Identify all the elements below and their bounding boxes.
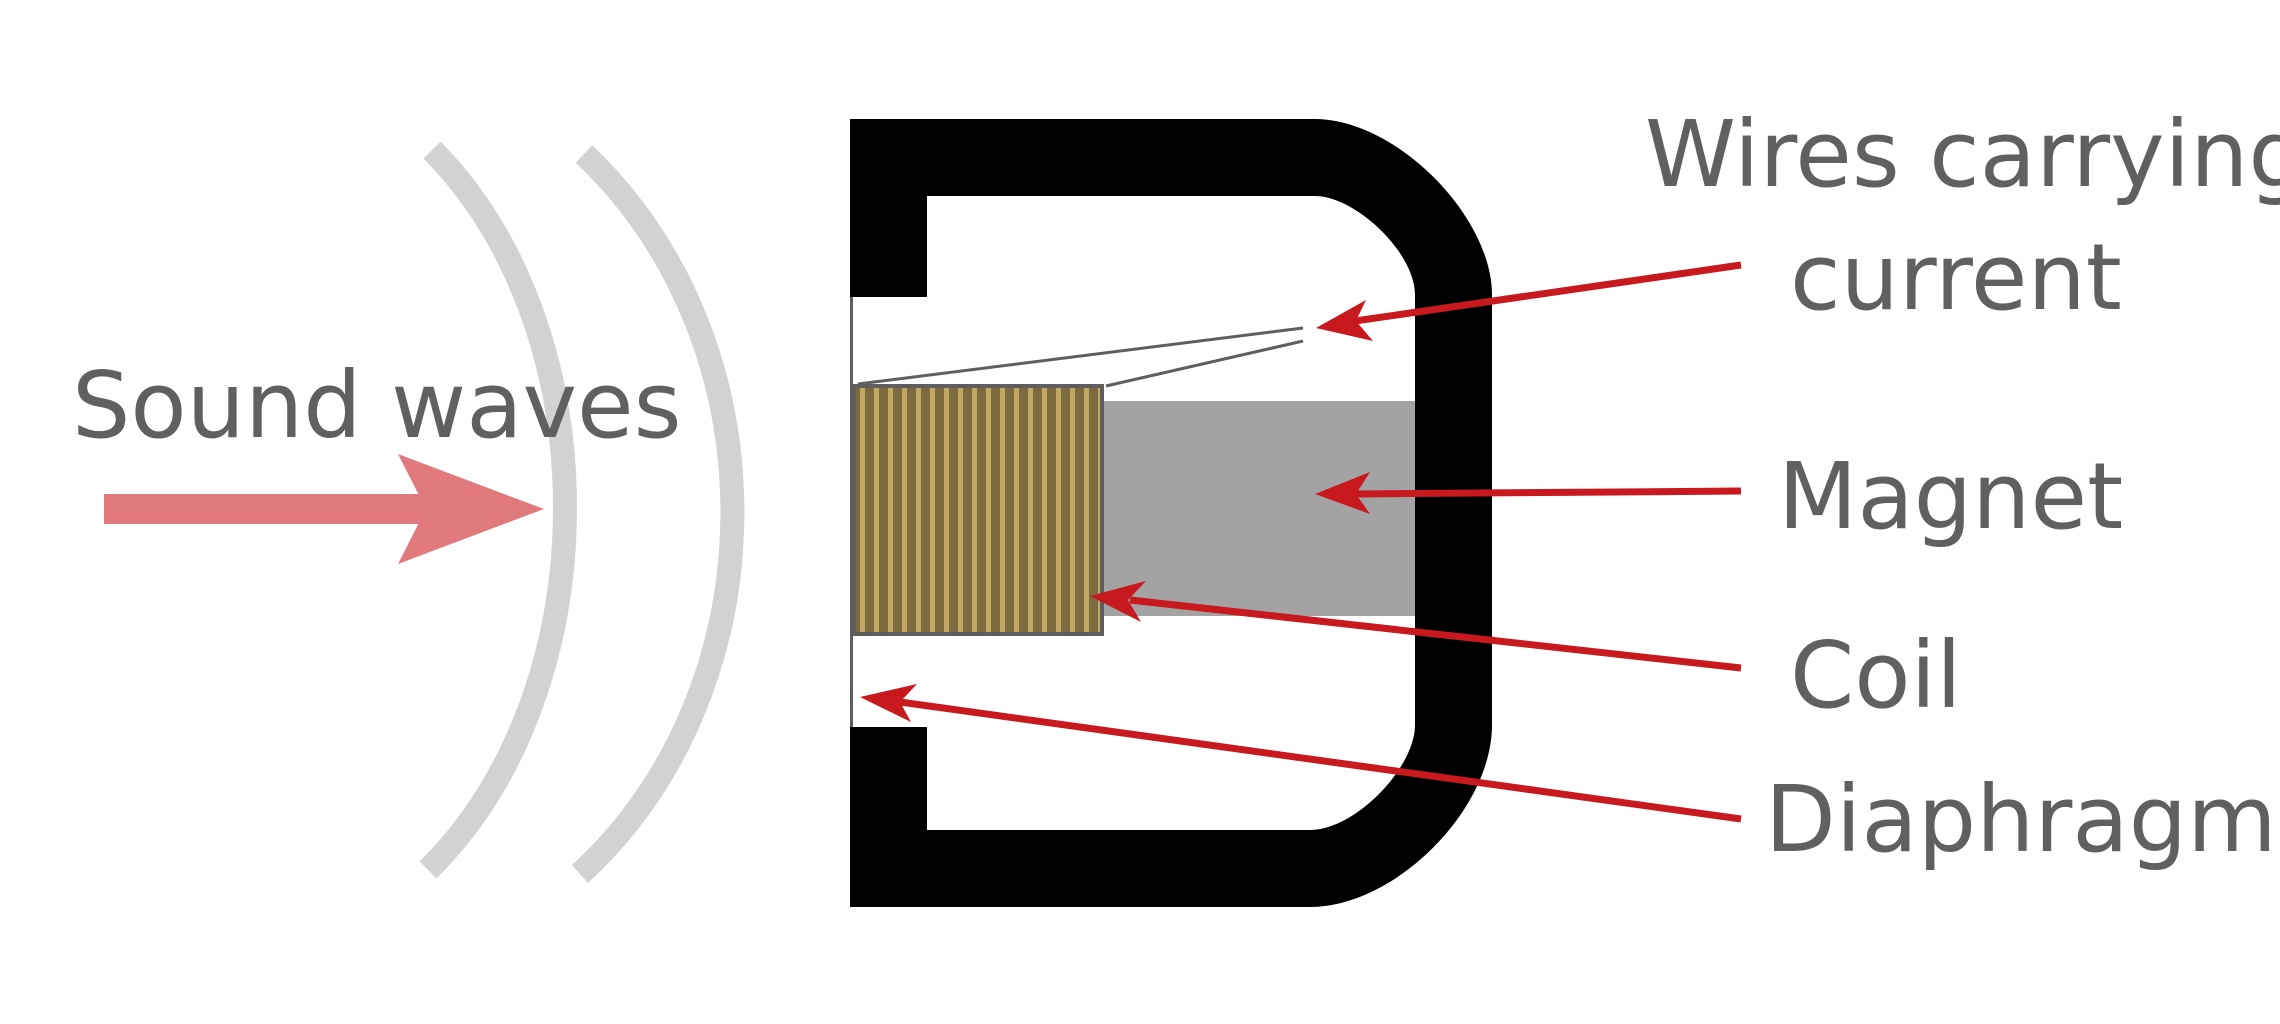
coil-winding-stripe (972, 388, 977, 632)
label-diaphragm: Diaphragm (1765, 766, 2277, 873)
pointer-arrows (860, 261, 1742, 823)
pointer-arrow-coil (1090, 581, 1742, 672)
magnet (1102, 401, 1415, 616)
wire-lower (1105, 339, 1304, 388)
coil-winding-stripe (860, 388, 865, 632)
coil-winding-stripe (874, 388, 879, 632)
wire-upper (857, 326, 1304, 386)
right-arrow-icon (104, 454, 544, 564)
coil-winding-stripe (1000, 388, 1005, 632)
coil-winding-stripe (1084, 388, 1089, 632)
arrowhead-icon (1316, 300, 1373, 341)
coil-winding-stripe (1056, 388, 1061, 632)
wires (857, 326, 1304, 388)
pointer-arrow-wires (1316, 261, 1742, 341)
coil-winding-stripe (1070, 388, 1075, 632)
arrowhead-icon (1315, 472, 1370, 514)
coil-winding-stripe (1014, 388, 1019, 632)
arrowhead-icon (1090, 581, 1146, 622)
coil-winding-stripe (902, 388, 907, 632)
label-wires-line1: Wires carrying (1645, 101, 2280, 208)
coil-winding-stripe (888, 388, 893, 632)
label-magnet: Magnet (1778, 443, 2123, 550)
diaphragm (850, 297, 853, 727)
coil-winding-stripe (1042, 388, 1047, 632)
label-wires-line2: current (1790, 224, 2122, 331)
label-sound-waves: Sound waves (72, 352, 682, 459)
sound-wave-arcs (419, 141, 745, 883)
housing (850, 119, 1492, 907)
arrowhead-icon (860, 684, 917, 722)
coil (852, 384, 1104, 636)
pointer-arrow-magnet (1315, 472, 1742, 514)
coil-winding-stripe (930, 388, 935, 632)
label-coil: Coil (1790, 622, 1962, 729)
coil-winding-stripe (944, 388, 949, 632)
coil-winding-stripe (916, 388, 921, 632)
pointer-arrow-diaphragm (860, 684, 1742, 823)
coil-winding-stripe (986, 388, 991, 632)
sound-wave-arc-outer (571, 145, 745, 883)
sound-wave-arc-inner (419, 141, 577, 879)
sound-arrow-head (398, 454, 544, 564)
coil-winding-stripe (1028, 388, 1033, 632)
coil-winding-stripe (958, 388, 963, 632)
coil-outline (852, 384, 1104, 636)
sound-arrow-shaft (104, 494, 434, 524)
